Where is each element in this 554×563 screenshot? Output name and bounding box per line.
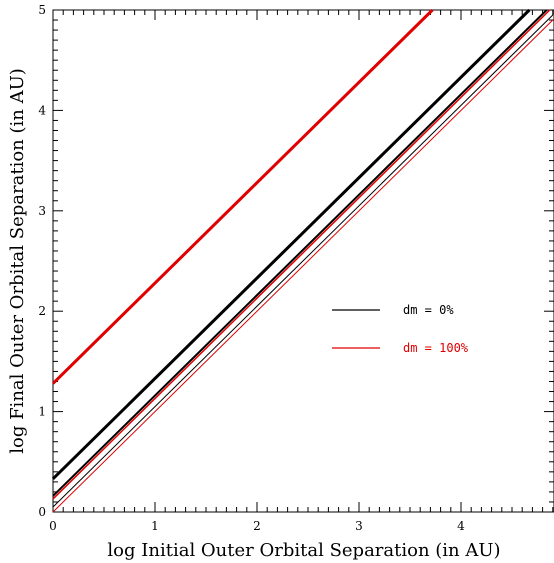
y-tick-label: 0 — [38, 505, 46, 519]
x-axis-title: log Initial Outer Orbital Separation (in… — [107, 540, 500, 561]
series-line-4 — [52, 14, 554, 508]
legend-label-dm0: dm = 0% — [403, 303, 454, 317]
legend-label-dm100: dm = 100% — [403, 341, 469, 355]
y-tick-label: 2 — [38, 304, 46, 318]
x-tick-label: 3 — [355, 519, 363, 533]
x-tick-label: 4 — [457, 519, 465, 533]
series-line-2 — [52, 9, 548, 497]
ticks: 0 1 2 3 4 0 1 2 3 4 5 — [38, 3, 554, 533]
y-tick-label: 1 — [38, 405, 46, 419]
y-tick-label: 4 — [38, 103, 46, 117]
x-tick-label: 1 — [151, 519, 159, 533]
x-tick-label: 0 — [49, 519, 57, 533]
y-axis-title: log Final Outer Orbital Separation (in A… — [7, 68, 28, 454]
series-group — [51, 8, 554, 513]
series-line-5 — [52, 19, 554, 513]
series-line-3 — [52, 9, 551, 500]
y-tick-label: 5 — [38, 3, 46, 17]
series-line-0 — [51, 8, 434, 385]
series-line-1 — [51, 8, 531, 480]
y-tick-label: 3 — [38, 204, 46, 218]
legend: dm = 0% dm = 100% — [332, 303, 469, 355]
x-tick-label: 2 — [253, 519, 261, 533]
